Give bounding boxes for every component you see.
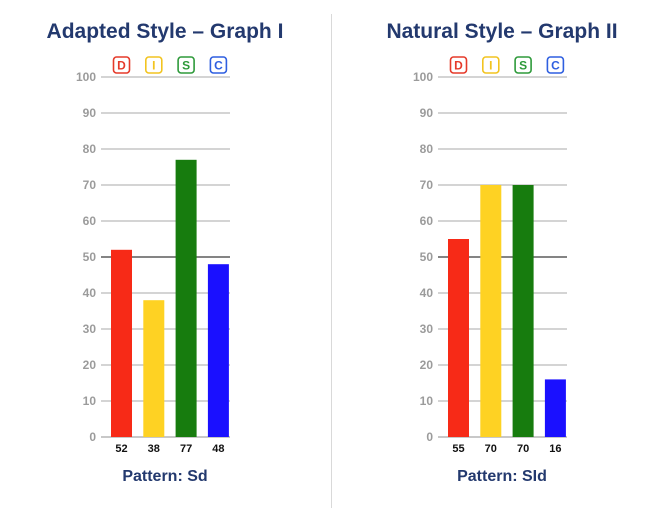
graph-2-y-tick-label: 10	[420, 394, 434, 408]
graph-2-y-tick-label: 0	[426, 430, 433, 444]
graph-2-y-tick-label: 40	[420, 286, 434, 300]
graph-2-category-label-i: I	[489, 59, 492, 73]
graph-2-category-badge-c	[546, 56, 565, 74]
graph-1-bar-d	[111, 249, 132, 437]
graph-1-y-tick-label: 100	[76, 70, 96, 84]
graph-1-category-badge-c	[209, 56, 228, 74]
graph-1-y-tick-label: 20	[83, 358, 97, 372]
graph-1-category-label-d: D	[117, 59, 126, 73]
graph-2-category-badge-i	[482, 56, 500, 74]
graph-1-category-label-i: I	[152, 59, 155, 73]
graph-2-y-tick-label: 90	[420, 106, 434, 120]
graph-1-category-label-s: S	[182, 59, 190, 73]
graph-1-value-label-d: 52	[115, 443, 127, 455]
graph-2-y-tick-label: 70	[420, 178, 434, 192]
graph-1-category-badge-s	[177, 56, 195, 74]
graph-2-y-tick-label: 20	[420, 358, 434, 372]
graph-1-y-tick-label: 30	[83, 322, 97, 336]
graph-1-chart: 0 10 20 30 40 50 60 70 80 90 100 D 52 I 38 S 77 C 48	[76, 56, 230, 455]
graph-2-category-label-s: S	[519, 59, 527, 73]
graph-2-value-label-d: 55	[452, 443, 464, 455]
graph-2-title: Natural Style – Graph II	[386, 20, 618, 43]
graph-1-y-tick-label: 40	[83, 286, 97, 300]
graph-2-value-label-i: 70	[485, 443, 497, 455]
graph-2-bar-i	[480, 185, 502, 437]
graph-2-category-badge-d	[449, 56, 468, 74]
graph-2-category-badge-s	[514, 56, 532, 74]
graph-1-y-tick-label: 0	[89, 430, 96, 444]
graph-1-category-label-c: C	[214, 59, 223, 73]
graph-2-y-tick-label: 80	[420, 142, 434, 156]
graph-1-y-tick-label: 10	[83, 394, 97, 408]
graph-2-y-tick-label: 60	[420, 214, 434, 228]
graph-2-panel: Natural Style – Graph II 0 10 20 30 40 50 60 70…	[337, 0, 667, 513]
graph-1-pattern-label: Pattern: Sd	[122, 468, 208, 485]
graph-2-y-tick-label: 30	[420, 322, 434, 336]
graph-2-y-tick-label: 50	[420, 250, 434, 264]
graph-1-y-tick-label: 90	[83, 106, 97, 120]
graph-1-bar-c	[207, 264, 229, 437]
graph-2-value-label-c: 16	[549, 443, 561, 455]
graph-1-value-label-c: 48	[212, 443, 224, 455]
graph-2-bar-c	[544, 379, 566, 437]
graph-1-panel: Adapted Style – Graph I 0 10 20 30 40 50 60 70 8…	[0, 0, 330, 513]
graph-2-chart: 0 10 20 30 40 50 60 70 80 90 100 D 55 I 70 S 70 C 16	[413, 56, 567, 455]
graph-1-category-badge-d	[112, 56, 131, 74]
graph-2-pattern-label: Pattern: SId	[457, 468, 547, 485]
graph-1-title: Adapted Style – Graph I	[46, 20, 284, 43]
graph-1-bar-s	[175, 159, 197, 438]
graph-1-y-tick-label: 50	[83, 250, 97, 264]
graph-1-y-tick-label: 60	[83, 214, 97, 228]
graph-2-bar-s	[512, 185, 534, 437]
graph-1-y-tick-label: 80	[83, 142, 97, 156]
graph-1-bar-i	[143, 300, 165, 437]
panel-divider	[331, 14, 332, 508]
graph-2-category-label-c: C	[551, 59, 560, 73]
graph-1-value-label-i: 38	[148, 443, 160, 455]
graph-2-bar-d	[448, 239, 469, 437]
graph-2-category-label-d: D	[454, 59, 463, 73]
graph-1-value-label-s: 77	[180, 443, 192, 455]
graph-1-category-badge-i	[145, 56, 163, 74]
graph-1-y-tick-label: 70	[83, 178, 97, 192]
graph-2-y-tick-label: 100	[413, 70, 433, 84]
graph-2-value-label-s: 70	[517, 443, 529, 455]
